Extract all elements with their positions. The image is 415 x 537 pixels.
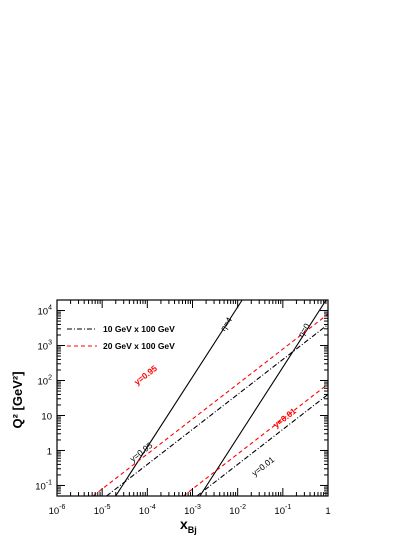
series-line-1 <box>199 300 327 496</box>
series-line-0 <box>115 300 243 496</box>
series-label-3: y=0.01 <box>250 454 277 478</box>
series-line-3 <box>196 393 328 496</box>
x-tick-label: 10-6 <box>49 504 66 517</box>
x-tick-label: 1 <box>325 506 330 517</box>
y-axis-label: Q² [GeV²] <box>10 371 25 428</box>
y-tick-label: 1 <box>47 446 52 457</box>
legend-label-1: 10 GeV x 100 GeV <box>103 324 175 334</box>
y-tick-label: 104 <box>38 305 53 318</box>
x-tick-label: 10-1 <box>274 504 291 517</box>
series-label-5: y=0.01 <box>271 406 298 430</box>
legend: 10 GeV x 100 GeV 20 GeV x 100 GeV <box>67 324 175 351</box>
series-line-5 <box>183 383 328 496</box>
y-tick-label: 102 <box>38 375 53 388</box>
plot-frame <box>56 299 329 497</box>
x-tick-label: 10-2 <box>229 504 246 517</box>
series-label-0: η=4 <box>218 315 234 333</box>
series-label-1: η=0 <box>296 321 312 339</box>
legend-label-2: 20 GeV x 100 GeV <box>103 341 175 351</box>
y-tick-label: 10 <box>41 411 52 422</box>
series-label-4: y=0.95 <box>132 363 159 387</box>
x-tick-label: 10-5 <box>94 504 111 517</box>
x-tick-label: 10-3 <box>184 504 201 517</box>
x-axis-label: xBj <box>180 516 197 535</box>
y-tick-label: 10-1 <box>35 479 52 492</box>
y-tick-label: 103 <box>38 340 53 353</box>
series-line-4 <box>92 313 328 496</box>
series-line-2 <box>106 324 328 496</box>
x-tick-label: 10-4 <box>139 504 156 517</box>
